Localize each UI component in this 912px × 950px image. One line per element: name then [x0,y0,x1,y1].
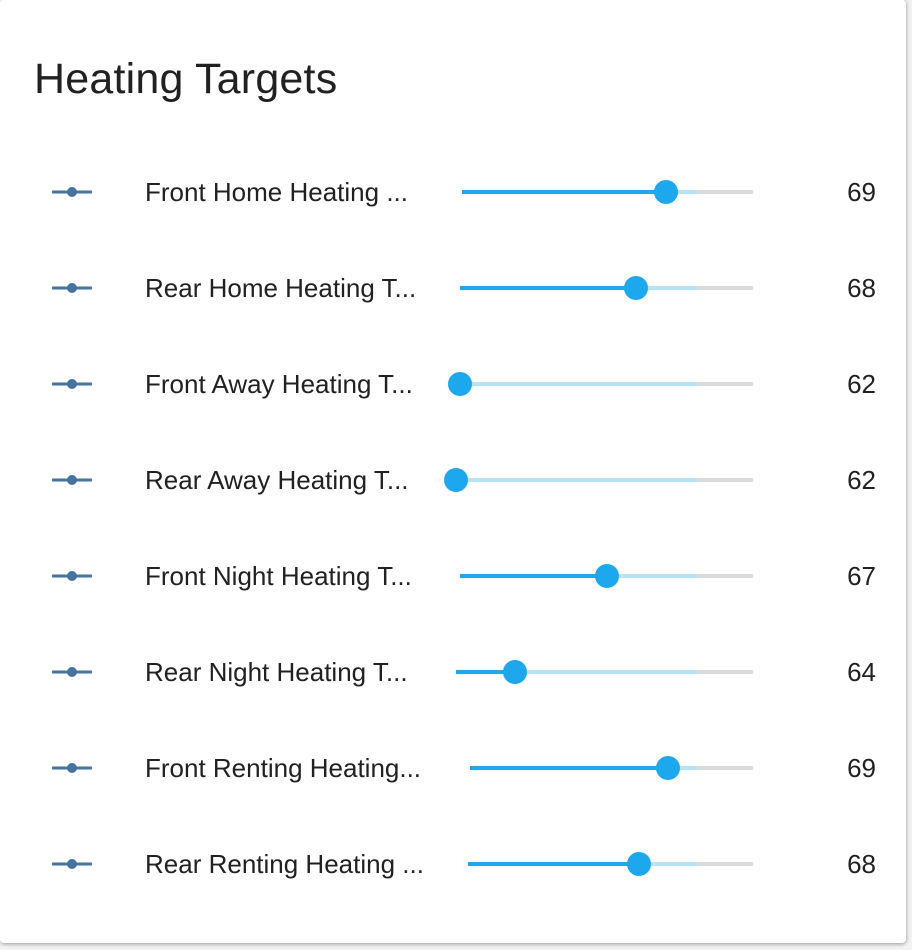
entity-value: 68 [847,273,876,303]
value-slider[interactable] [444,468,753,492]
slider-knob[interactable] [654,180,678,204]
slider-knob[interactable] [624,276,648,300]
slider-fill [470,766,668,770]
entity-row: Rear Away Heating T... 62 [0,432,906,528]
ray-vertex-icon[interactable] [50,852,94,876]
ray-vertex-icon[interactable] [50,372,94,396]
entity-name[interactable]: Rear Away Heating T... [145,465,409,495]
ray-vertex-icon[interactable] [50,756,94,780]
entity-value: 62 [847,465,876,495]
entity-row: Rear Renting Heating ... 68 [0,816,906,912]
entity-row: Front Night Heating T... 67 [0,528,906,624]
entity-name[interactable]: Front Night Heating T... [145,561,412,591]
value-slider[interactable] [460,564,753,588]
card-title: Heating Targets [34,55,338,103]
entity-name[interactable]: Front Renting Heating... [145,753,422,783]
entity-name[interactable]: Rear Night Heating T... [145,657,408,687]
ray-vertex-icon[interactable] [50,468,94,492]
entity-row: Front Renting Heating... 69 [0,720,906,816]
slider-fill [468,862,639,866]
slider-buffer [456,478,697,482]
entity-row: Rear Night Heating T... 64 [0,624,906,720]
value-slider[interactable] [460,276,753,300]
slider-fill [460,574,607,578]
ray-vertex-icon[interactable] [50,660,94,684]
value-slider[interactable] [470,756,753,780]
value-slider[interactable] [456,660,753,684]
entity-name[interactable]: Rear Home Heating T... [145,273,417,303]
slider-buffer [456,670,697,674]
slider-knob[interactable] [656,756,680,780]
value-slider[interactable] [468,852,753,876]
entity-value: 69 [847,753,876,783]
entity-value: 67 [847,561,876,591]
slider-knob[interactable] [627,852,651,876]
slider-fill [460,286,636,290]
entity-name[interactable]: Rear Renting Heating ... [145,849,424,879]
entity-value: 68 [847,849,876,879]
slider-knob[interactable] [448,372,472,396]
ray-vertex-icon[interactable] [50,180,94,204]
entity-value: 62 [847,369,876,399]
ray-vertex-icon[interactable] [50,564,94,588]
slider-fill [462,190,666,194]
entity-name[interactable]: Front Away Heating T... [145,369,413,399]
value-slider[interactable] [462,180,753,204]
value-slider[interactable] [448,372,753,396]
slider-knob[interactable] [595,564,619,588]
entity-value: 64 [847,657,876,687]
slider-fill [456,670,515,674]
entity-list: Front Home Heating ... 69 Rear Home Heat… [0,144,906,912]
slider-buffer [460,382,697,386]
slider-knob[interactable] [444,468,468,492]
ray-vertex-icon[interactable] [50,276,94,300]
entity-value: 69 [847,177,876,207]
entity-row: Rear Home Heating T... 68 [0,240,906,336]
entity-row: Front Away Heating T... 62 [0,336,906,432]
entity-name[interactable]: Front Home Heating ... [145,177,408,207]
slider-knob[interactable] [503,660,527,684]
entity-row: Front Home Heating ... 69 [0,144,906,240]
